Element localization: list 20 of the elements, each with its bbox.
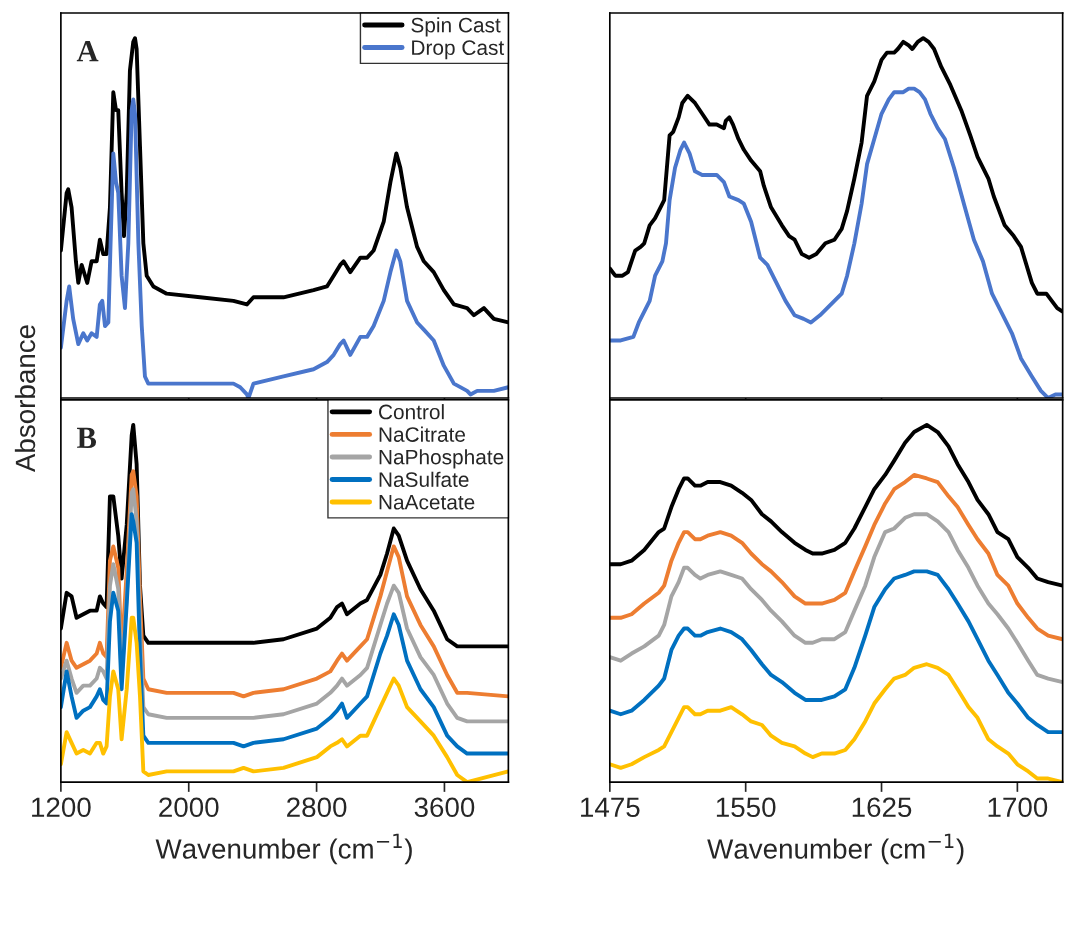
y-axis-title: Absorbance bbox=[14, 325, 36, 473]
x-axis-title: Wavenumber (cm$^{−1}$) bbox=[707, 833, 964, 865]
legend-label: Control bbox=[379, 404, 444, 420]
x-tick-label: 1700 bbox=[988, 797, 1048, 818]
legend-label: NaSulfate bbox=[379, 471, 469, 488]
annotation: A bbox=[76, 41, 99, 62]
x-tick-label: 1550 bbox=[716, 797, 776, 818]
x-tick-label: 2800 bbox=[287, 797, 347, 818]
x-tick-label: 3600 bbox=[414, 797, 475, 818]
legend-label: NaAcetate bbox=[379, 495, 475, 510]
x-axis-title: Wavenumber (cm$^{−1}$) bbox=[155, 833, 412, 865]
legend-label: Drop Cast bbox=[412, 40, 505, 60]
annotation: B bbox=[77, 427, 97, 448]
legend-label: NaCitrate bbox=[379, 426, 466, 442]
x-tick-label: 1475 bbox=[581, 797, 640, 818]
x-tick-label: 2000 bbox=[159, 797, 219, 818]
legend-label: Spin Cast bbox=[411, 17, 501, 37]
x-tick-label: 1200 bbox=[32, 797, 91, 818]
legend-label: NaPhosphate bbox=[379, 449, 504, 469]
x-tick-label: 1625 bbox=[852, 797, 912, 818]
